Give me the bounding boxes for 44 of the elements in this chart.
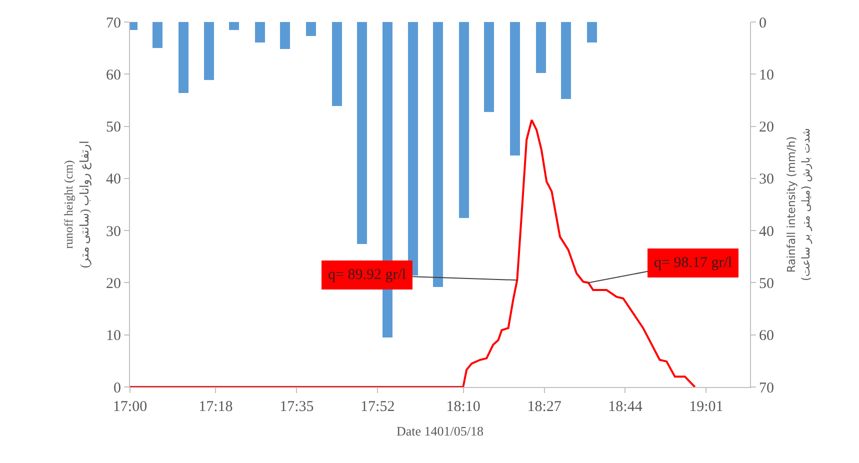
annotation: q= 98.17 gr/l (654, 255, 732, 271)
y2-tick-label: 0 (759, 15, 766, 32)
y2-tick-label: 20 (759, 120, 774, 136)
x-tick-label: 17:00 (112, 399, 148, 415)
y-tick-label: 50 (106, 120, 121, 136)
bar (229, 22, 239, 30)
y-tick-label: 70 (106, 15, 121, 32)
bar (561, 22, 571, 100)
y-tick-label: 0 (114, 380, 121, 396)
y-tick-label: 20 (106, 276, 121, 292)
y2-tick-label: 50 (759, 276, 774, 292)
x-tick-label: 18:44 (608, 399, 643, 415)
y2-tick-label: 60 (759, 328, 774, 344)
x-tick-label: 18:10 (446, 399, 480, 415)
bar (178, 22, 189, 93)
bar (587, 22, 597, 42)
bar (255, 22, 265, 42)
bar (484, 22, 494, 112)
y-tick-label: 30 (106, 224, 121, 240)
annotation: q= 89.92 gr/l (328, 267, 406, 283)
bar (357, 22, 367, 244)
y-tick-label: 10 (106, 328, 121, 344)
bar (433, 22, 443, 287)
y2-tick-label: 10 (759, 67, 774, 84)
x-tick-label: 17:35 (280, 399, 314, 415)
x-tick-label: 17:18 (198, 399, 233, 415)
y2-tick-label: 40 (759, 224, 774, 240)
y-tick-label: 40 (106, 172, 121, 188)
bar (332, 22, 342, 106)
x-tick-label: 18:27 (527, 399, 562, 415)
bar (306, 22, 316, 36)
y2-tick-label: 70 (759, 380, 774, 396)
x-axis-title: Date 1401/05/18 (396, 424, 484, 439)
y-tick-label: 60 (106, 67, 121, 84)
x-tick-label: 19:01 (689, 399, 724, 415)
bar (510, 22, 520, 156)
bar (408, 22, 418, 276)
bar (204, 22, 214, 80)
y2-tick-label: 30 (759, 172, 774, 188)
bar (280, 22, 290, 50)
x-tick-label: 17:52 (360, 399, 395, 415)
bar (459, 22, 469, 218)
bar (152, 22, 162, 48)
bar (536, 22, 546, 74)
